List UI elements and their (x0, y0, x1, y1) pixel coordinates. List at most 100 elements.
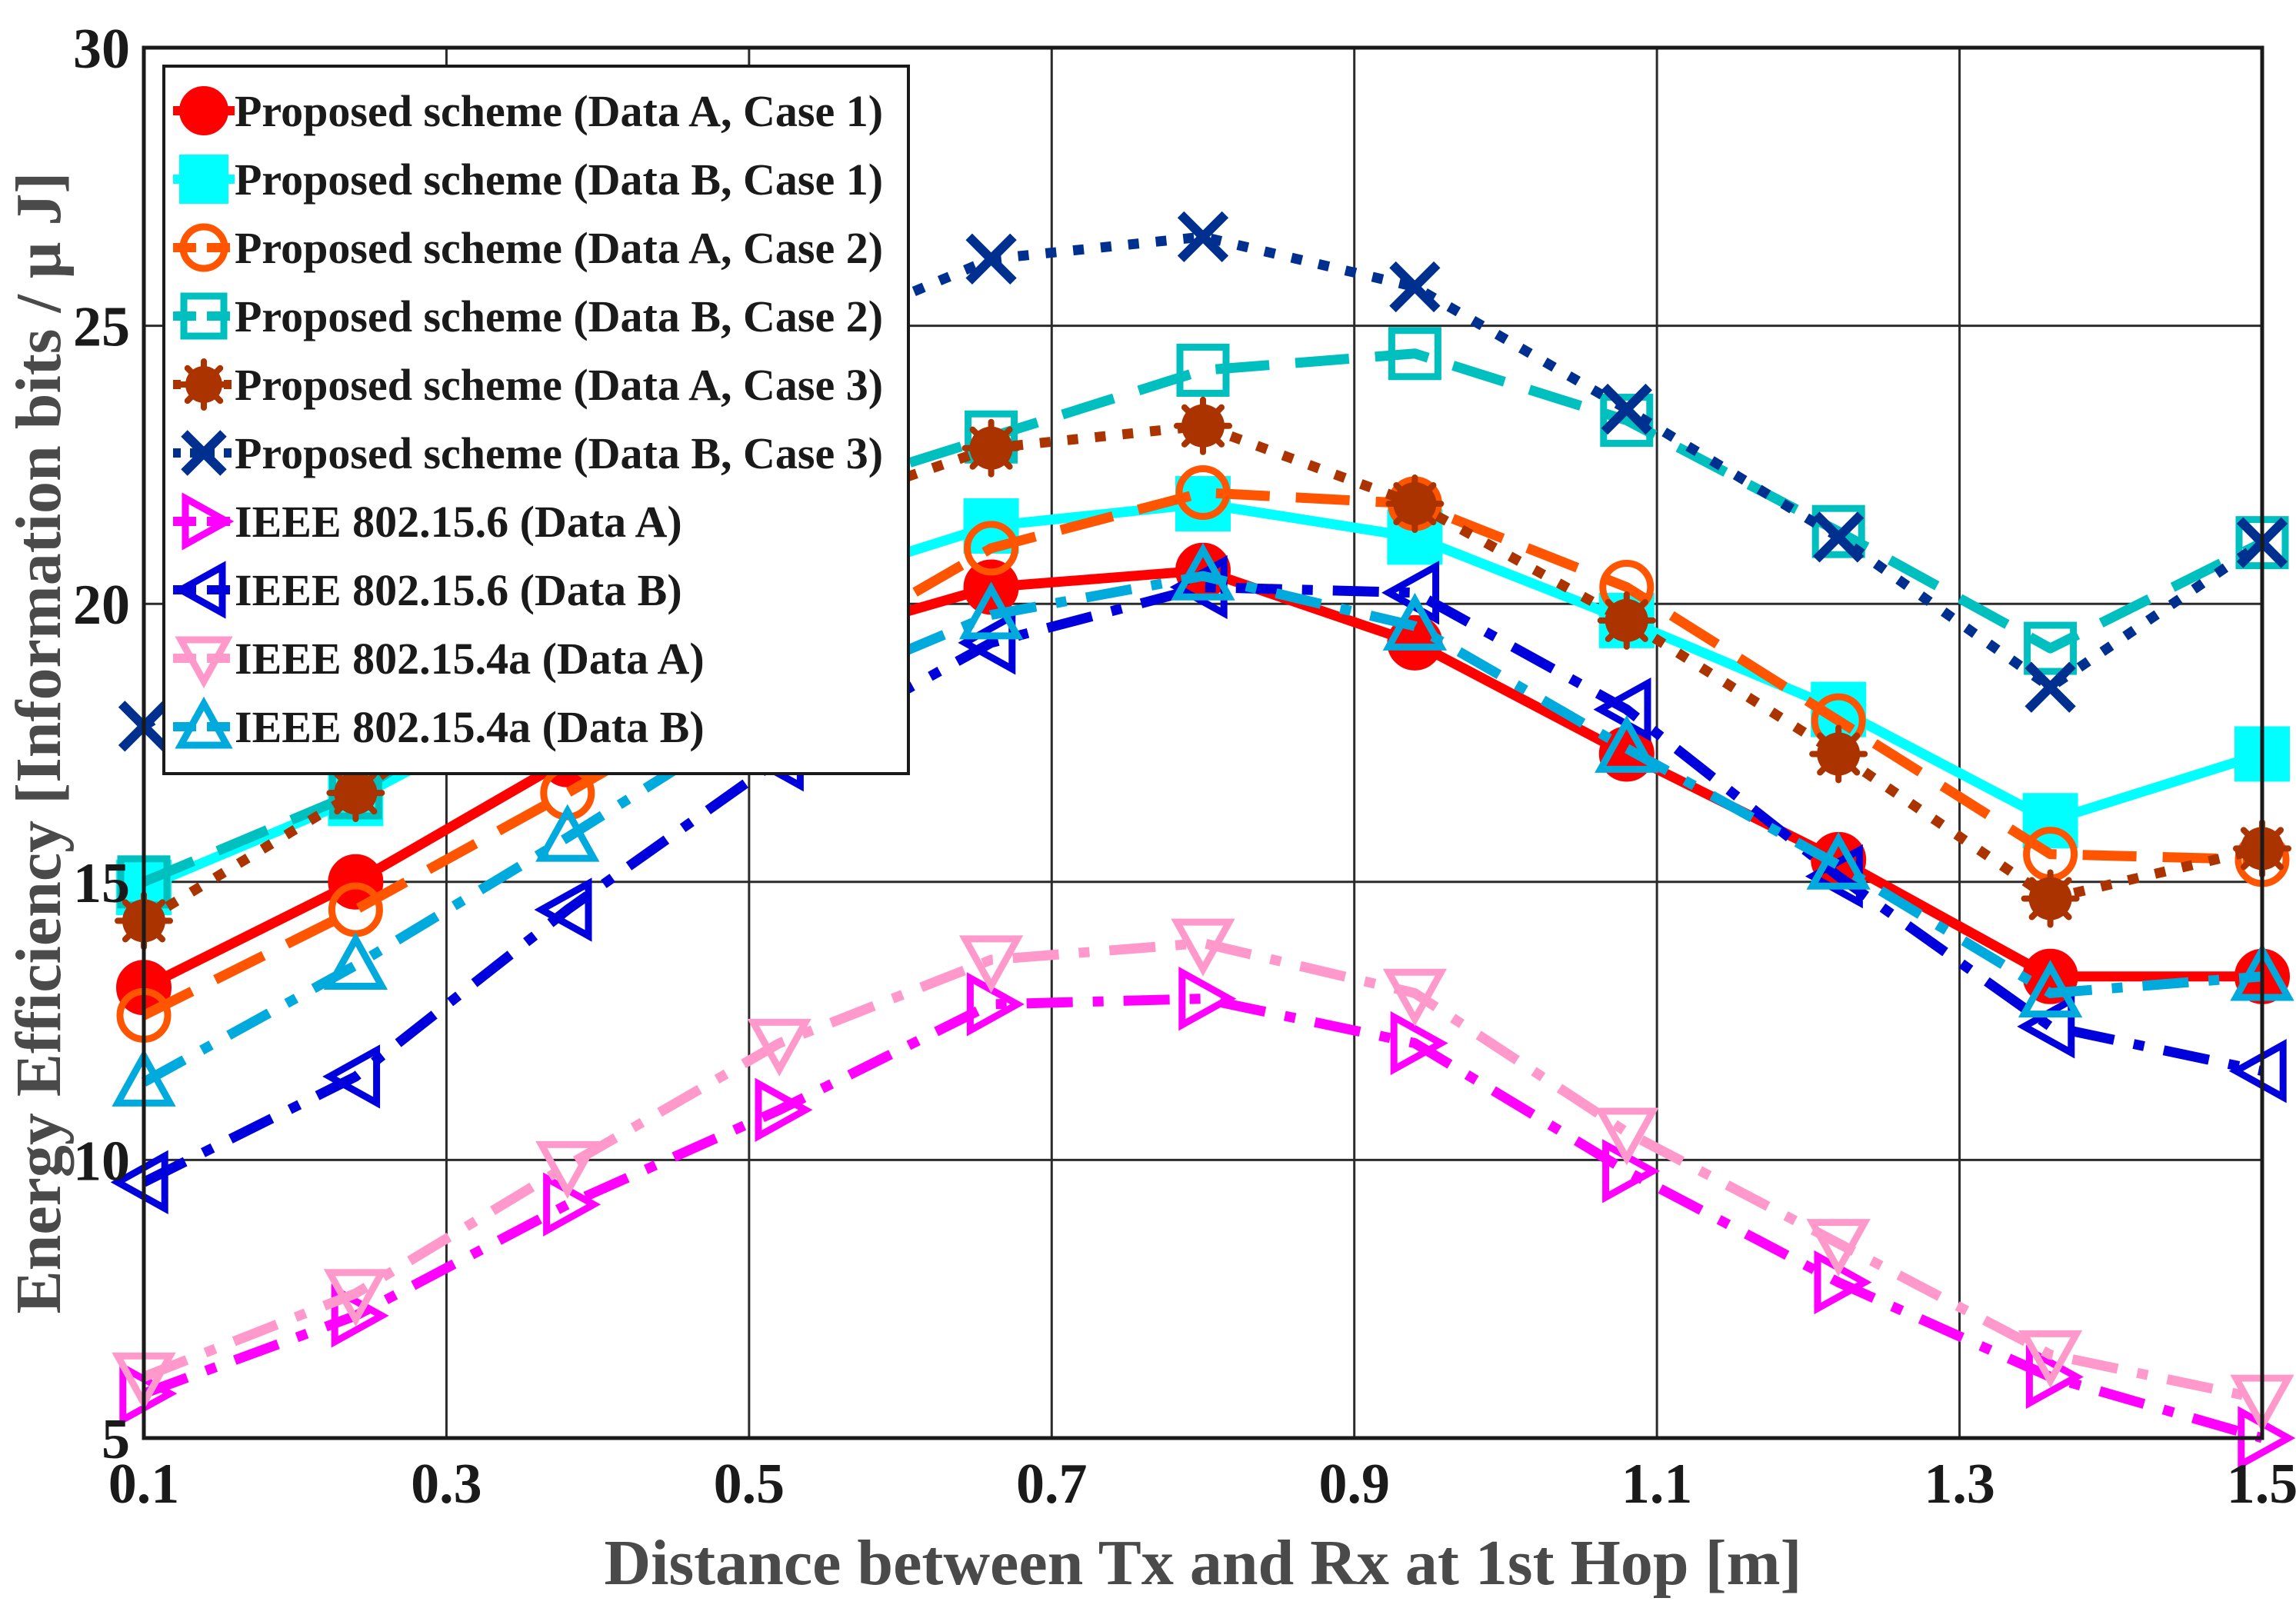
data-point (1806, 831, 1871, 890)
data-point (2021, 869, 2080, 928)
legend-marker (175, 696, 233, 749)
data-point (323, 1269, 388, 1327)
legend-label: IEEE 802.15.4a (Data B) (235, 702, 705, 752)
legend-marker (178, 358, 230, 411)
legend-item: Proposed scheme (Data A, Case 2) (173, 223, 883, 273)
data-point (1806, 1219, 1871, 1277)
data-point (961, 418, 1021, 478)
legend-label: Proposed scheme (Data B, Case 1) (235, 155, 883, 205)
y-tick-label: 30 (73, 18, 130, 81)
data-point (1171, 918, 1235, 977)
legend-label: Proposed scheme (Data A, Case 2) (235, 223, 883, 273)
legend-item: IEEE 802.15.4a (Data B) (173, 696, 705, 752)
legend-marker (179, 86, 228, 135)
data-point (1388, 327, 1441, 381)
data-point (2024, 621, 2078, 675)
y-tick-label: 25 (73, 296, 130, 359)
data-point (1389, 261, 1441, 313)
legend-marker (180, 292, 228, 340)
data-point (1813, 511, 1864, 563)
data-point (965, 233, 1017, 285)
data-point (1174, 396, 1232, 455)
legend-marker (182, 492, 235, 551)
data-point (1171, 542, 1235, 601)
legend-label: Proposed scheme (Data A, Case 1) (235, 86, 883, 136)
series-10 (112, 542, 2294, 1107)
data-point (110, 1150, 168, 1214)
data-point (958, 935, 1024, 994)
x-tick-label: 0.9 (1318, 1453, 1390, 1516)
data-point (958, 611, 1016, 675)
legend-item: IEEE 802.15.6 (Data A) (173, 492, 682, 551)
data-point (323, 932, 388, 990)
x-tick-label: 0.7 (1016, 1453, 1088, 1516)
series-7 (119, 967, 2296, 1470)
data-point (958, 581, 1024, 640)
data-point (534, 877, 592, 942)
legend-label: Proposed scheme (Data B, Case 2) (235, 291, 883, 341)
x-tick-label: 0.1 (108, 1453, 180, 1516)
legend-item: Proposed scheme (Data B, Case 3) (173, 428, 883, 478)
data-point (747, 1018, 811, 1077)
y-tick-label: 5 (102, 1408, 130, 1471)
data-point (1809, 724, 1868, 784)
data-point (1382, 592, 1448, 651)
data-point (322, 1044, 381, 1109)
x-axis-title: Distance between Tx and Rx at 1st Hop [m… (604, 1527, 1801, 1599)
data-point (1178, 967, 1237, 1031)
data-point (755, 1077, 813, 1142)
series-9 (112, 918, 2294, 1433)
data-point (1597, 591, 1656, 650)
legend-marker (173, 561, 226, 619)
y-tick-label: 10 (73, 1130, 130, 1193)
data-point (964, 521, 1019, 576)
legend-item: Proposed scheme (Data A, Case 3) (173, 358, 883, 411)
legend-box (162, 65, 910, 775)
data-point (331, 1283, 389, 1348)
data-point (2025, 1344, 2084, 1410)
data-point (966, 972, 1025, 1037)
tick-labels: 0.1 0.3 0.5 0.7 0.9 1.1 1.3 1.5 5 10 15 20 25 30 (73, 18, 2296, 1516)
legend-marker (175, 636, 233, 689)
data-point (2024, 661, 2076, 713)
y-axis-title: Energy Efficiency [Information bits / μ … (3, 172, 75, 1314)
data-point (1176, 343, 1230, 397)
data-point (1175, 465, 1231, 521)
x-tick-label: 1.3 (1924, 1453, 1995, 1516)
data-point (1385, 474, 1445, 534)
legend-marker (179, 223, 228, 272)
x-tick-label: 1.5 (2227, 1453, 2296, 1516)
data-point (1811, 504, 1865, 558)
data-point (1595, 714, 1659, 773)
legend-label: Proposed scheme (Data B, Case 3) (235, 428, 883, 478)
x-tick-label: 1.1 (1621, 1453, 1693, 1516)
y-tick-label: 15 (73, 852, 130, 915)
legend-label: Proposed scheme (Data A, Case 3) (235, 360, 883, 410)
plot-frame (142, 45, 2264, 1440)
legend-label: IEEE 802.15.6 (Data B) (235, 565, 682, 615)
x-tick-label: 0.3 (411, 1453, 482, 1516)
legend-item: Proposed scheme (Data A, Case 1) (173, 86, 883, 136)
series-line (142, 348, 2264, 887)
data-point (326, 764, 385, 823)
x-tick-label: 0.5 (714, 1453, 785, 1516)
series-line (142, 582, 2264, 1187)
legend-item: IEEE 802.15.4a (Data A) (173, 634, 705, 689)
series-line (142, 488, 2263, 1020)
legend-item: Proposed scheme (Data B, Case 2) (173, 291, 883, 341)
data-point (1382, 968, 1448, 1027)
legend-item: Proposed scheme (Data B, Case 1) (173, 155, 883, 205)
series-line (142, 994, 2264, 1443)
data-point (2228, 1039, 2287, 1104)
data-point (2018, 960, 2083, 1018)
data-point (1177, 211, 1229, 263)
legend-marker (179, 155, 228, 204)
legend-label: IEEE 802.15.6 (Data A) (235, 497, 682, 547)
legend-item: IEEE 802.15.6 (Data B) (173, 561, 682, 619)
series-line (141, 571, 2263, 1087)
data-point (535, 1140, 600, 1199)
data-point (535, 804, 600, 862)
series-line (142, 937, 2264, 1404)
data-point (1595, 1107, 1659, 1166)
